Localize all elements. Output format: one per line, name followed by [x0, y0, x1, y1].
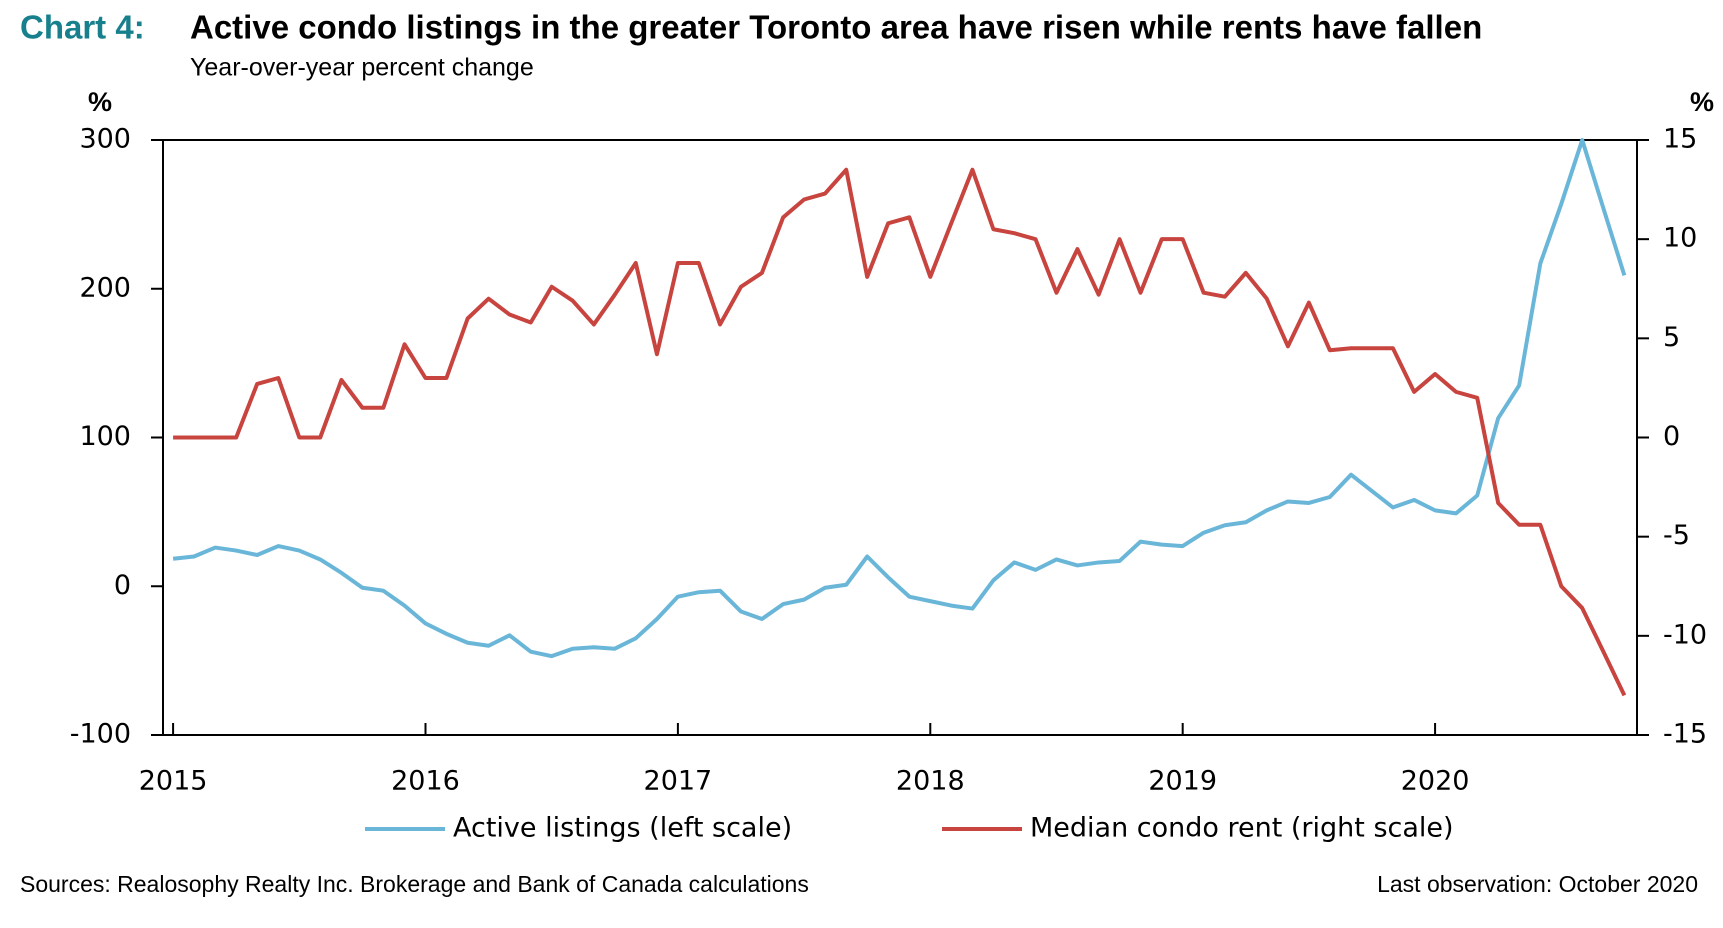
y-tick-label: -100 — [70, 719, 131, 750]
y2-tick-label: -5 — [1663, 520, 1690, 551]
series-line — [172, 138, 1627, 659]
y-tick-label: 100 — [79, 421, 131, 452]
x-tick-label: 2015 — [139, 766, 208, 797]
chart-subtitle: Year-over-year percent change — [190, 54, 534, 82]
plot-frame — [162, 139, 1638, 736]
legend-label: Median condo rent (right scale) — [1030, 813, 1454, 844]
source-note: Sources: Realosophy Realty Inc. Brokerag… — [20, 871, 809, 897]
y-tick-label: 0 — [114, 570, 131, 601]
x-tick-label: 2017 — [644, 766, 713, 797]
y2-tick-label: -10 — [1663, 619, 1707, 650]
chart-title: Active condo listings in the greater Tor… — [190, 9, 1482, 46]
y2-tick-label: 15 — [1663, 124, 1697, 155]
x-tick-label: 2019 — [1148, 766, 1217, 797]
y2-axis-label: % — [1690, 87, 1714, 117]
y2-tick-label: 10 — [1663, 223, 1697, 254]
legend-label: Active listings (left scale) — [453, 813, 792, 844]
y2-tick-label: 5 — [1663, 322, 1680, 353]
y-tick-label: 200 — [79, 272, 131, 303]
y-axis-label: % — [88, 87, 112, 117]
x-tick-label: 2016 — [391, 766, 460, 797]
last-observation: Last observation: October 2020 — [1377, 871, 1698, 897]
x-tick-label: 2018 — [896, 766, 965, 797]
x-tick-label: 2020 — [1401, 766, 1470, 797]
series-line — [173, 167, 1627, 697]
chart-label: Chart 4: — [20, 9, 145, 46]
y2-tick-label: -15 — [1663, 719, 1707, 750]
y-tick-label: 300 — [79, 124, 131, 155]
y2-tick-label: 0 — [1663, 421, 1680, 452]
